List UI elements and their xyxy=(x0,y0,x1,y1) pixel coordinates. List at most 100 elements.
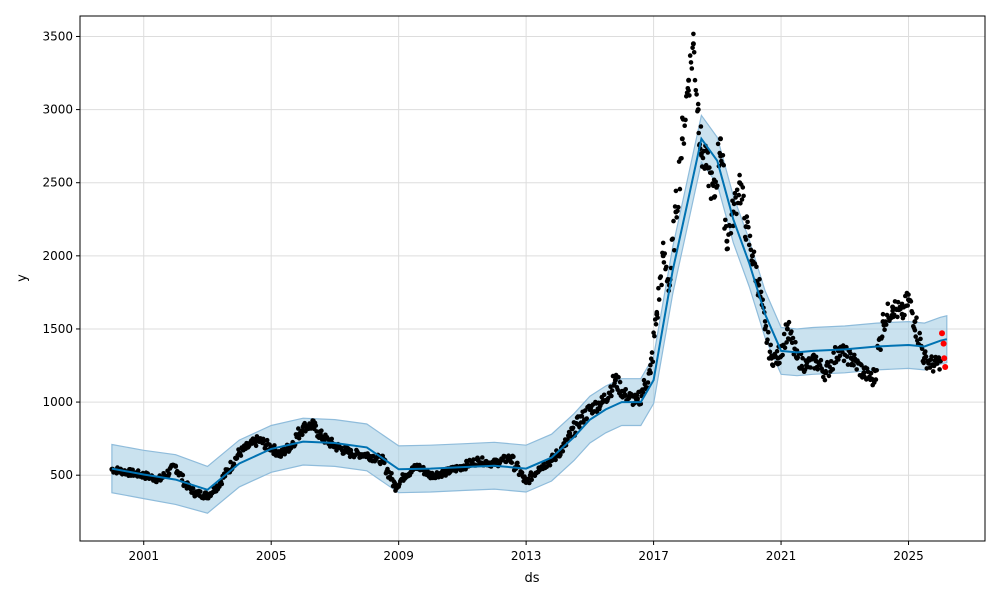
forecast-line xyxy=(111,136,948,491)
observed-point xyxy=(693,88,699,93)
observed-point xyxy=(609,393,614,399)
observed-point xyxy=(921,360,926,366)
observed-point xyxy=(739,197,745,202)
observed-point xyxy=(660,253,666,259)
observed-point xyxy=(587,406,593,412)
observed-point xyxy=(558,452,563,458)
observed-point xyxy=(937,367,942,372)
observed-point xyxy=(679,136,685,142)
observed-point xyxy=(547,462,553,468)
observed-point xyxy=(868,370,874,376)
observed-point xyxy=(913,334,918,339)
observed-point xyxy=(677,186,683,192)
observed-point xyxy=(695,101,701,107)
observed-point xyxy=(762,319,768,324)
observed-point xyxy=(428,472,433,478)
observed-point xyxy=(475,458,481,464)
y-tick-label: 1000 xyxy=(42,395,73,409)
observed-point xyxy=(653,322,659,327)
observed-point xyxy=(691,31,696,37)
observed-point xyxy=(754,264,759,270)
observed-point xyxy=(690,45,695,51)
observed-point xyxy=(698,124,704,129)
observed-point xyxy=(617,379,623,385)
observed-point xyxy=(906,292,911,297)
observed-point xyxy=(757,276,762,282)
observed-point xyxy=(746,242,752,248)
observed-point xyxy=(605,395,611,401)
highlight-point xyxy=(941,355,948,362)
observed-point xyxy=(648,362,653,368)
observed-point xyxy=(332,443,338,449)
observed-point xyxy=(831,350,836,355)
observed-point xyxy=(319,434,325,440)
observed-point xyxy=(937,358,943,364)
observed-point xyxy=(641,377,647,383)
observed-point xyxy=(256,437,261,443)
observed-point xyxy=(736,192,742,198)
forecast-series-line xyxy=(111,136,948,491)
observed-point xyxy=(190,486,196,491)
observed-point xyxy=(929,354,934,359)
observed-point xyxy=(687,53,693,58)
observed-point xyxy=(813,354,819,360)
observed-point xyxy=(568,434,573,439)
observed-point xyxy=(733,195,738,200)
observed-point xyxy=(622,392,628,398)
observed-point xyxy=(319,428,324,434)
observed-point xyxy=(364,452,370,458)
observed-point xyxy=(747,233,753,239)
observed-point xyxy=(912,319,918,325)
observed-point xyxy=(765,337,770,343)
observed-point xyxy=(732,190,738,196)
observed-point xyxy=(823,370,829,376)
observed-point xyxy=(574,421,580,427)
observed-point xyxy=(515,460,520,466)
observed-point xyxy=(560,449,566,454)
observed-point xyxy=(751,249,757,255)
x-axis-label: ds xyxy=(524,571,539,586)
y-tick-label: 1500 xyxy=(42,322,73,336)
observed-point xyxy=(813,358,819,364)
observed-point xyxy=(852,352,857,358)
observed-point xyxy=(236,450,242,456)
observed-point xyxy=(822,377,828,383)
observed-point xyxy=(692,77,698,83)
y-tick-label: 3000 xyxy=(42,103,73,117)
observed-point xyxy=(781,331,787,337)
observed-point xyxy=(774,348,780,354)
observed-point xyxy=(661,260,667,265)
observed-point xyxy=(728,231,734,236)
observed-point xyxy=(157,477,163,483)
observed-point xyxy=(278,452,284,458)
y-axis-label: y xyxy=(15,274,30,282)
observed-point xyxy=(775,355,781,361)
x-tick-label: 2017 xyxy=(638,549,669,563)
observed-point xyxy=(348,450,354,456)
observed-point xyxy=(480,455,485,460)
observed-point xyxy=(523,480,529,485)
observed-point xyxy=(676,204,681,210)
observed-point xyxy=(808,365,813,370)
observed-point xyxy=(652,333,657,339)
observed-point xyxy=(895,299,901,305)
observed-point xyxy=(836,357,841,362)
observed-point xyxy=(609,388,615,393)
observed-point xyxy=(871,377,876,383)
observed-point xyxy=(579,413,585,419)
observed-point xyxy=(844,354,850,359)
observed-point xyxy=(654,311,660,317)
observed-point xyxy=(695,107,701,113)
observed-point xyxy=(214,484,220,490)
observed-point xyxy=(766,329,771,335)
observed-point xyxy=(198,489,203,494)
observed-point xyxy=(264,437,270,443)
observed-point xyxy=(743,224,749,230)
highlight-point xyxy=(939,330,945,337)
observed-point xyxy=(296,426,301,431)
observed-point xyxy=(880,311,886,317)
observed-point xyxy=(656,285,661,291)
observed-point xyxy=(777,360,782,366)
observed-point xyxy=(584,416,589,421)
